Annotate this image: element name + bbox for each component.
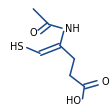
Text: HS: HS bbox=[10, 42, 23, 52]
Text: HO: HO bbox=[66, 96, 81, 106]
Text: NH: NH bbox=[65, 24, 80, 34]
Text: O: O bbox=[29, 28, 37, 38]
Text: O: O bbox=[101, 77, 109, 87]
